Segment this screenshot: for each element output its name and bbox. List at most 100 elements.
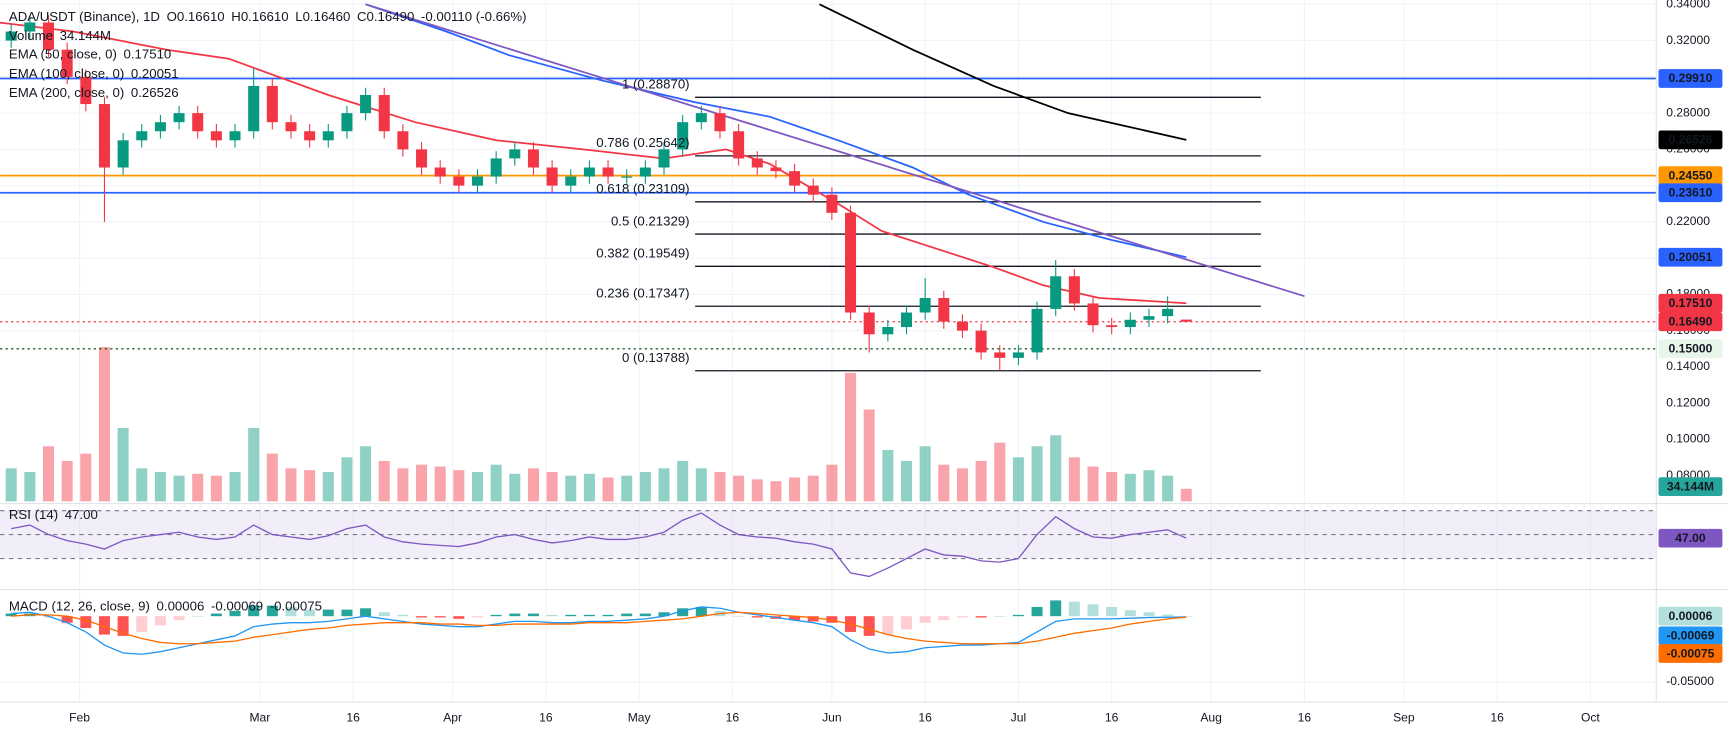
price-tag (1658, 312, 1723, 332)
macd-hist-bar (80, 616, 92, 629)
candle-body (1087, 303, 1099, 326)
price-tag (1658, 644, 1723, 663)
candle-body (583, 167, 595, 177)
volume-bar (789, 477, 801, 502)
legend-value: -0.00075 (270, 599, 322, 614)
macd-hist-bar (602, 614, 614, 617)
fib-label: 0.5 (0.21329) (611, 213, 690, 228)
macd-hist-bar (677, 608, 689, 617)
legend-value: 0.26526 (131, 85, 179, 100)
volume-bar (285, 468, 297, 502)
candle-body (117, 140, 129, 168)
volume-bar (24, 472, 36, 502)
volume-bar (1031, 446, 1043, 502)
candle-body (42, 22, 55, 50)
price-tag (1658, 166, 1723, 186)
volume-bar (845, 372, 857, 502)
macd-hist-bar (733, 616, 745, 617)
volume-bar (919, 446, 931, 502)
candle-body (173, 113, 185, 123)
candle-body (98, 104, 110, 168)
macd-hist-bar (5, 613, 17, 617)
volume-bar (1143, 470, 1155, 502)
candle-body (378, 94, 390, 132)
volume-bar (98, 347, 110, 502)
candle-body (80, 76, 92, 105)
candle-body (919, 298, 931, 313)
candle-body (509, 149, 521, 159)
candle-body (845, 212, 857, 313)
macd-hist-bar (826, 616, 838, 623)
legend-name: Volume (9, 28, 53, 43)
ema-line (0, 21, 1187, 305)
volume-bar (360, 446, 372, 502)
candle-body (322, 131, 334, 141)
volume-bar (677, 460, 689, 502)
volume-bar (42, 446, 55, 502)
x-tick-label: 16 (539, 711, 553, 725)
candle-body (956, 321, 968, 331)
price-tag-label: 0.23610 (1669, 185, 1713, 199)
volume-bar (61, 460, 73, 502)
x-tick-label: 16 (1490, 711, 1504, 725)
macd-hist-bar (658, 612, 670, 617)
macd-hist-bar (266, 605, 278, 617)
legend-value: 0.17510 (123, 47, 171, 62)
trend-line (365, 3, 1305, 298)
price-tag (1658, 477, 1723, 497)
candle-body (266, 85, 278, 123)
candle-body (304, 131, 316, 141)
x-tick-label: Sep (1393, 711, 1415, 725)
price-tag-label: 0.00006 (1669, 609, 1713, 623)
macd-hist-bar (956, 616, 968, 618)
price-tag (1658, 606, 1723, 626)
fib-label: 1 (0.28870) (622, 77, 690, 92)
candle-body (471, 176, 484, 186)
volume-bar (341, 457, 353, 502)
candle-body (826, 194, 838, 213)
candle-body (248, 85, 260, 132)
volume-bar (453, 470, 465, 502)
volume-bar (733, 475, 745, 502)
price-tag-label: 0.15000 (1669, 342, 1713, 356)
volume-bar (900, 460, 913, 502)
legend-value: 0.20051 (131, 66, 179, 81)
y-tick-label: 0.22000 (1666, 214, 1710, 228)
rsi-line (11, 512, 1187, 578)
price-tag-label: -0.00075 (1667, 646, 1715, 660)
legend-name: EMA (100, close, 0) (9, 66, 124, 81)
volume-bar (714, 472, 726, 502)
candle-body (900, 312, 913, 328)
macd-hist-bar (453, 616, 465, 619)
volume-bar (695, 468, 707, 502)
price-tag-label: 0.17510 (1669, 296, 1713, 310)
macd-hist-bar (919, 616, 931, 623)
legend-value: 0.00006 (157, 599, 205, 614)
candle-body (416, 149, 428, 168)
price-tag-label: 47.00 (1675, 531, 1706, 545)
price-tag (1658, 339, 1723, 359)
macd-hist-bar (807, 616, 819, 622)
macd-hist-bar (192, 616, 204, 617)
macd-hist-bar (490, 614, 502, 617)
candle-body (789, 171, 801, 186)
y-tick-label: 0.28000 (1666, 105, 1710, 119)
price-tag-label: 0.16490 (1669, 315, 1713, 329)
macd-hist-bar (1050, 600, 1062, 617)
x-tick-label: 16 (1298, 711, 1312, 725)
price-tag (1658, 130, 1723, 150)
volume-bar (154, 472, 166, 502)
candle-body (714, 113, 726, 132)
legend-name: MACD (12, 26, close, 9) (9, 599, 150, 614)
candle-body (658, 149, 670, 168)
macd-hist-bar (900, 616, 913, 630)
volume-bar (1087, 466, 1099, 502)
candle-body (602, 167, 614, 177)
price-tag-label: 34.144M (1667, 479, 1714, 493)
macd-hist-bar (1031, 606, 1043, 617)
candle-body (285, 122, 297, 132)
x-tick-label: Jun (822, 711, 842, 725)
volume-bar (1180, 488, 1192, 502)
macd-hist-bar (621, 613, 633, 617)
candle-body (863, 312, 875, 335)
